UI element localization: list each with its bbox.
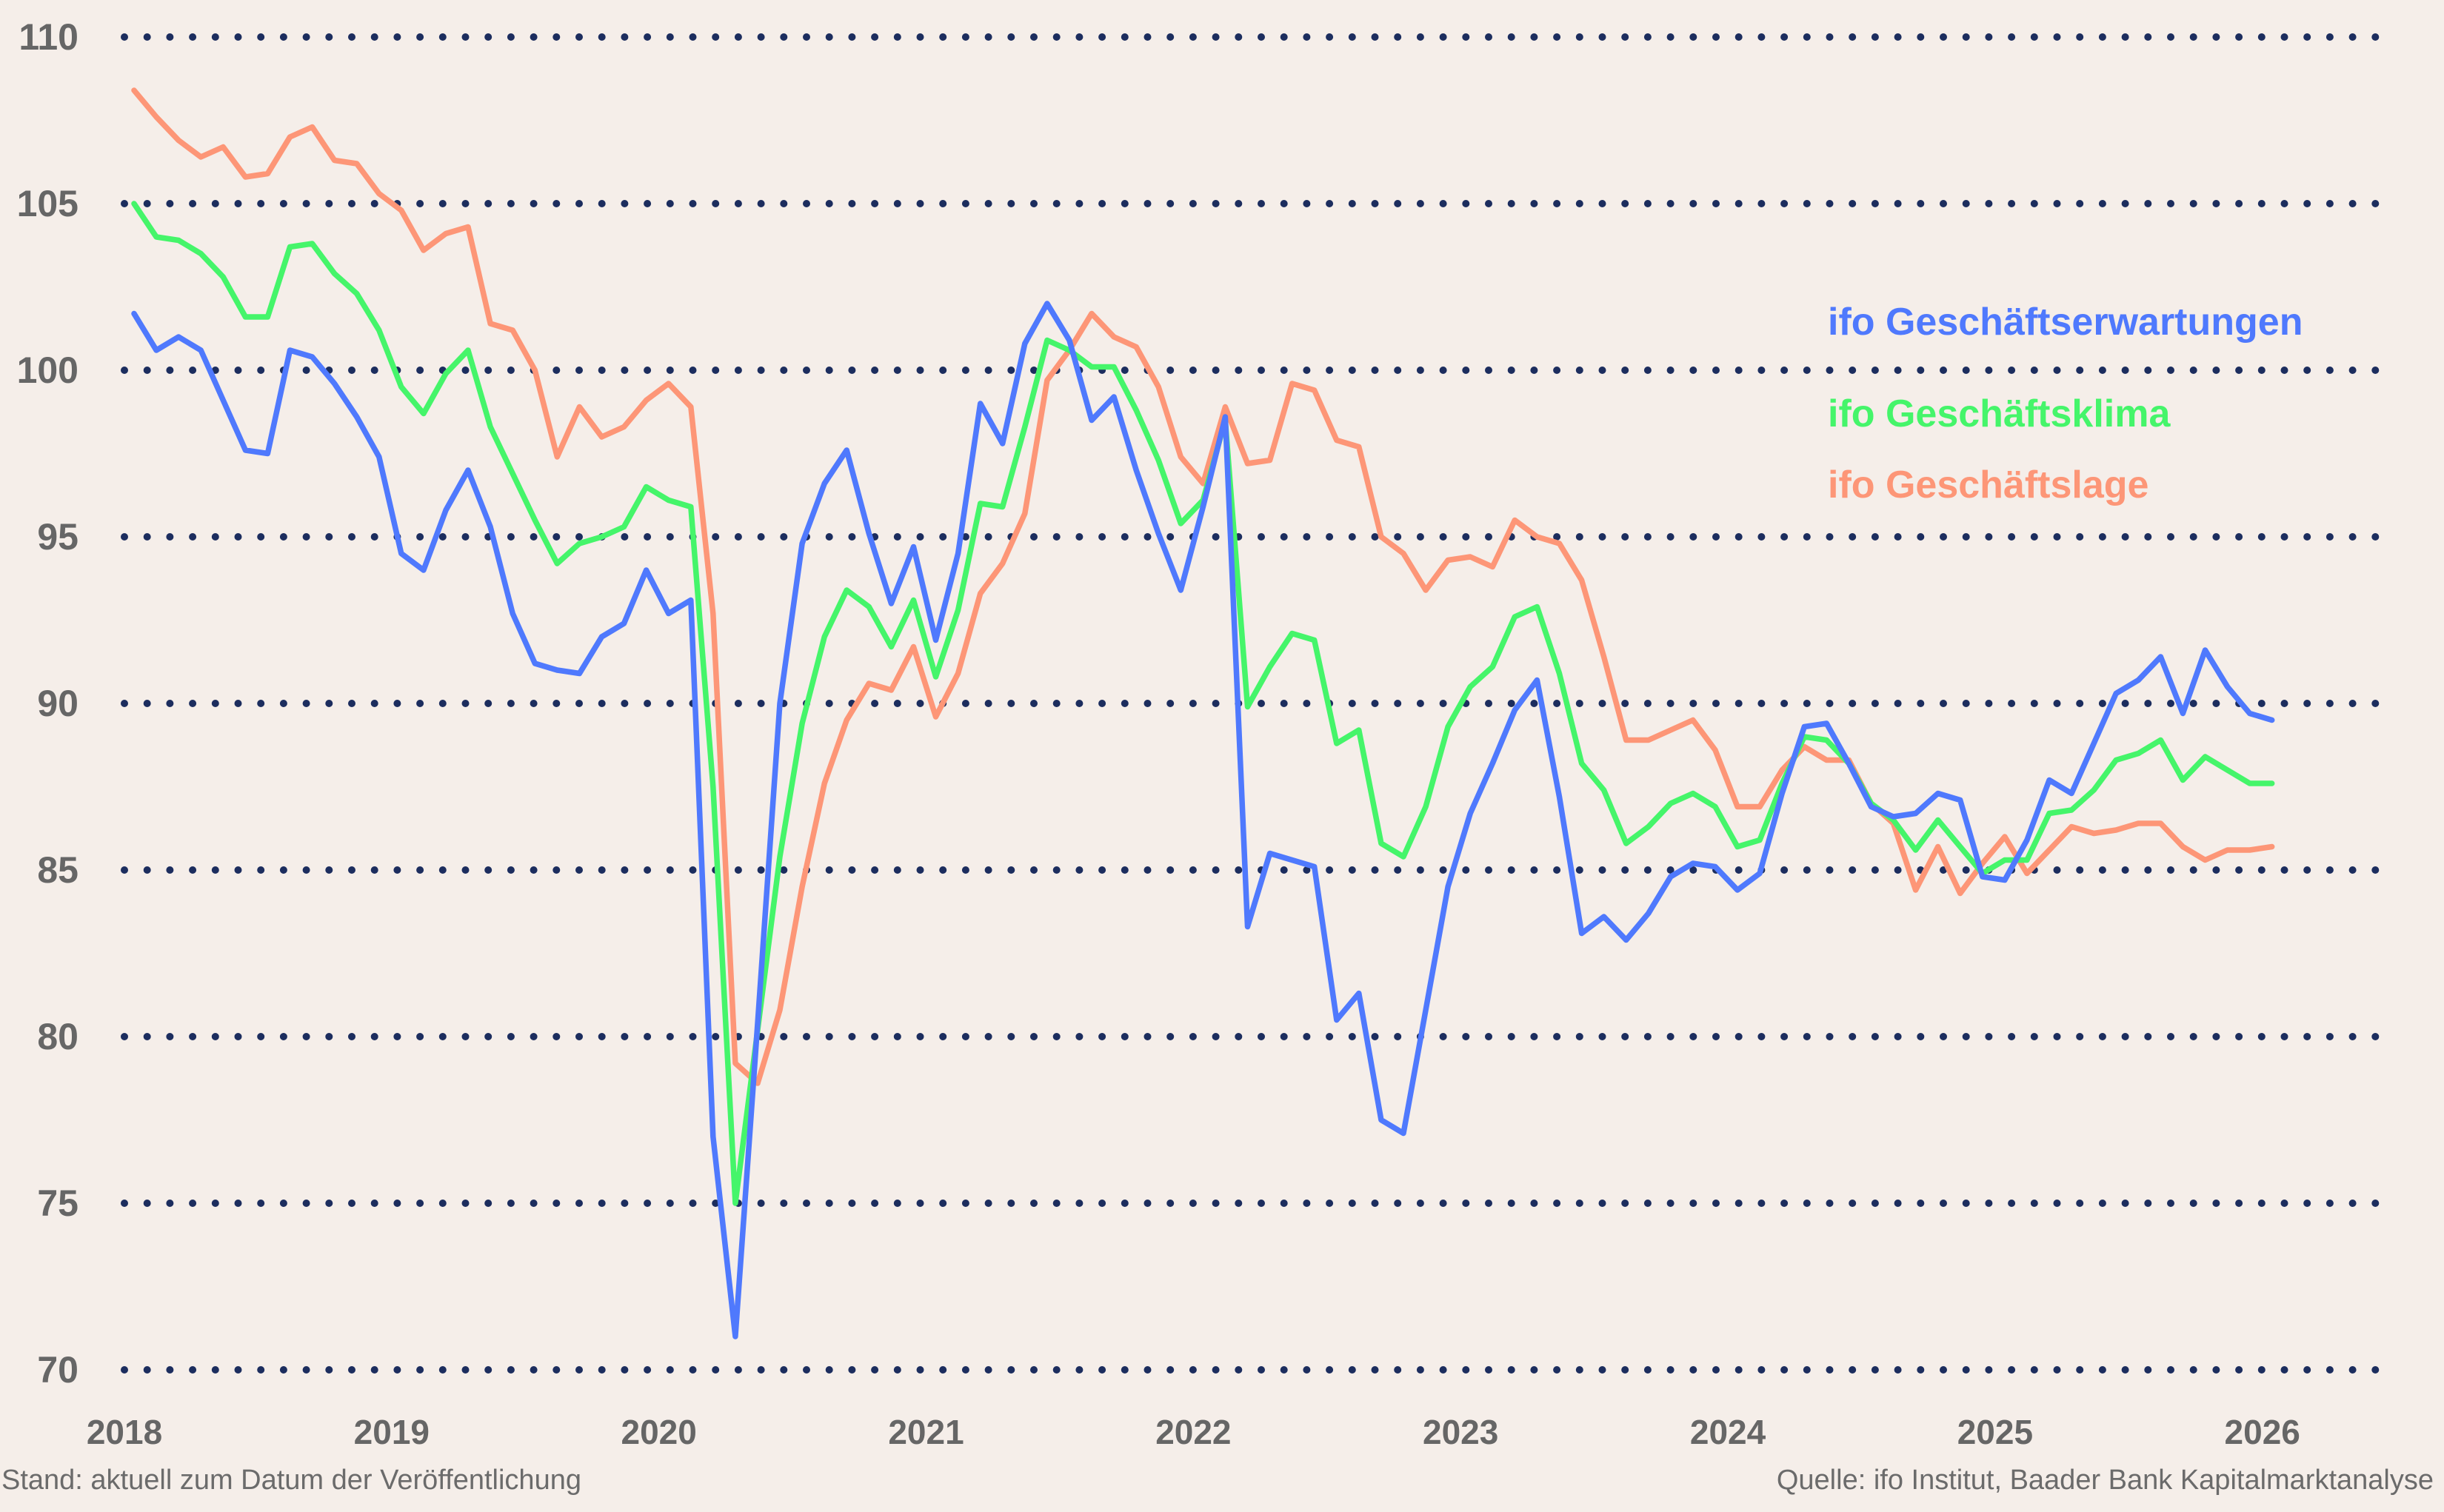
legend-entry: ifo Geschäftslage: [1828, 464, 2148, 506]
x-tick-label: 2025: [1957, 1413, 2033, 1451]
x-tick-label: 2020: [621, 1413, 697, 1451]
x-tick-label: 2022: [1155, 1413, 1231, 1451]
series-lines: [131, 87, 2275, 1339]
y-tick-label: 95: [37, 516, 79, 558]
legend-entry: ifo Geschäftsklima: [1828, 392, 2171, 435]
gridlines: [121, 33, 2385, 1374]
y-axis-ticks: 70 75 80 85 90 95 100 105 110: [17, 16, 79, 1391]
x-axis-ticks: 2018 2019 2020 2021 2022 2023 2024 2025 2026: [87, 1413, 2300, 1451]
footer-note: Stand: aktuell zum Datum der Veröffentli…: [1, 1465, 581, 1496]
legend: ifo Geschäftserwartungen ifo Geschäftskli…: [1828, 301, 2303, 506]
series-line-0: [131, 301, 2275, 1339]
x-tick-label: 2019: [354, 1413, 430, 1451]
x-tick-label: 2021: [888, 1413, 964, 1451]
x-tick-label: 2023: [1423, 1413, 1498, 1451]
y-tick-label: 90: [37, 683, 79, 724]
y-tick-label: 85: [37, 849, 79, 891]
series-line-2: [131, 87, 2275, 1086]
x-tick-label: 2026: [2225, 1413, 2300, 1451]
y-tick-label: 110: [19, 16, 79, 58]
y-tick-label: 75: [37, 1182, 79, 1224]
y-tick-label: 80: [37, 1016, 79, 1057]
footer-source: Quelle: ifo Institut, Baader Bank Kapita…: [1776, 1465, 2434, 1496]
series-line-1: [131, 201, 2275, 1206]
x-tick-label: 2024: [1690, 1413, 1766, 1451]
y-tick-label: 70: [37, 1349, 79, 1391]
y-tick-label: 105: [17, 183, 79, 224]
y-tick-label: 100: [17, 349, 79, 391]
legend-entry: ifo Geschäftserwartungen: [1828, 301, 2303, 344]
x-tick-label: 2018: [87, 1413, 162, 1451]
